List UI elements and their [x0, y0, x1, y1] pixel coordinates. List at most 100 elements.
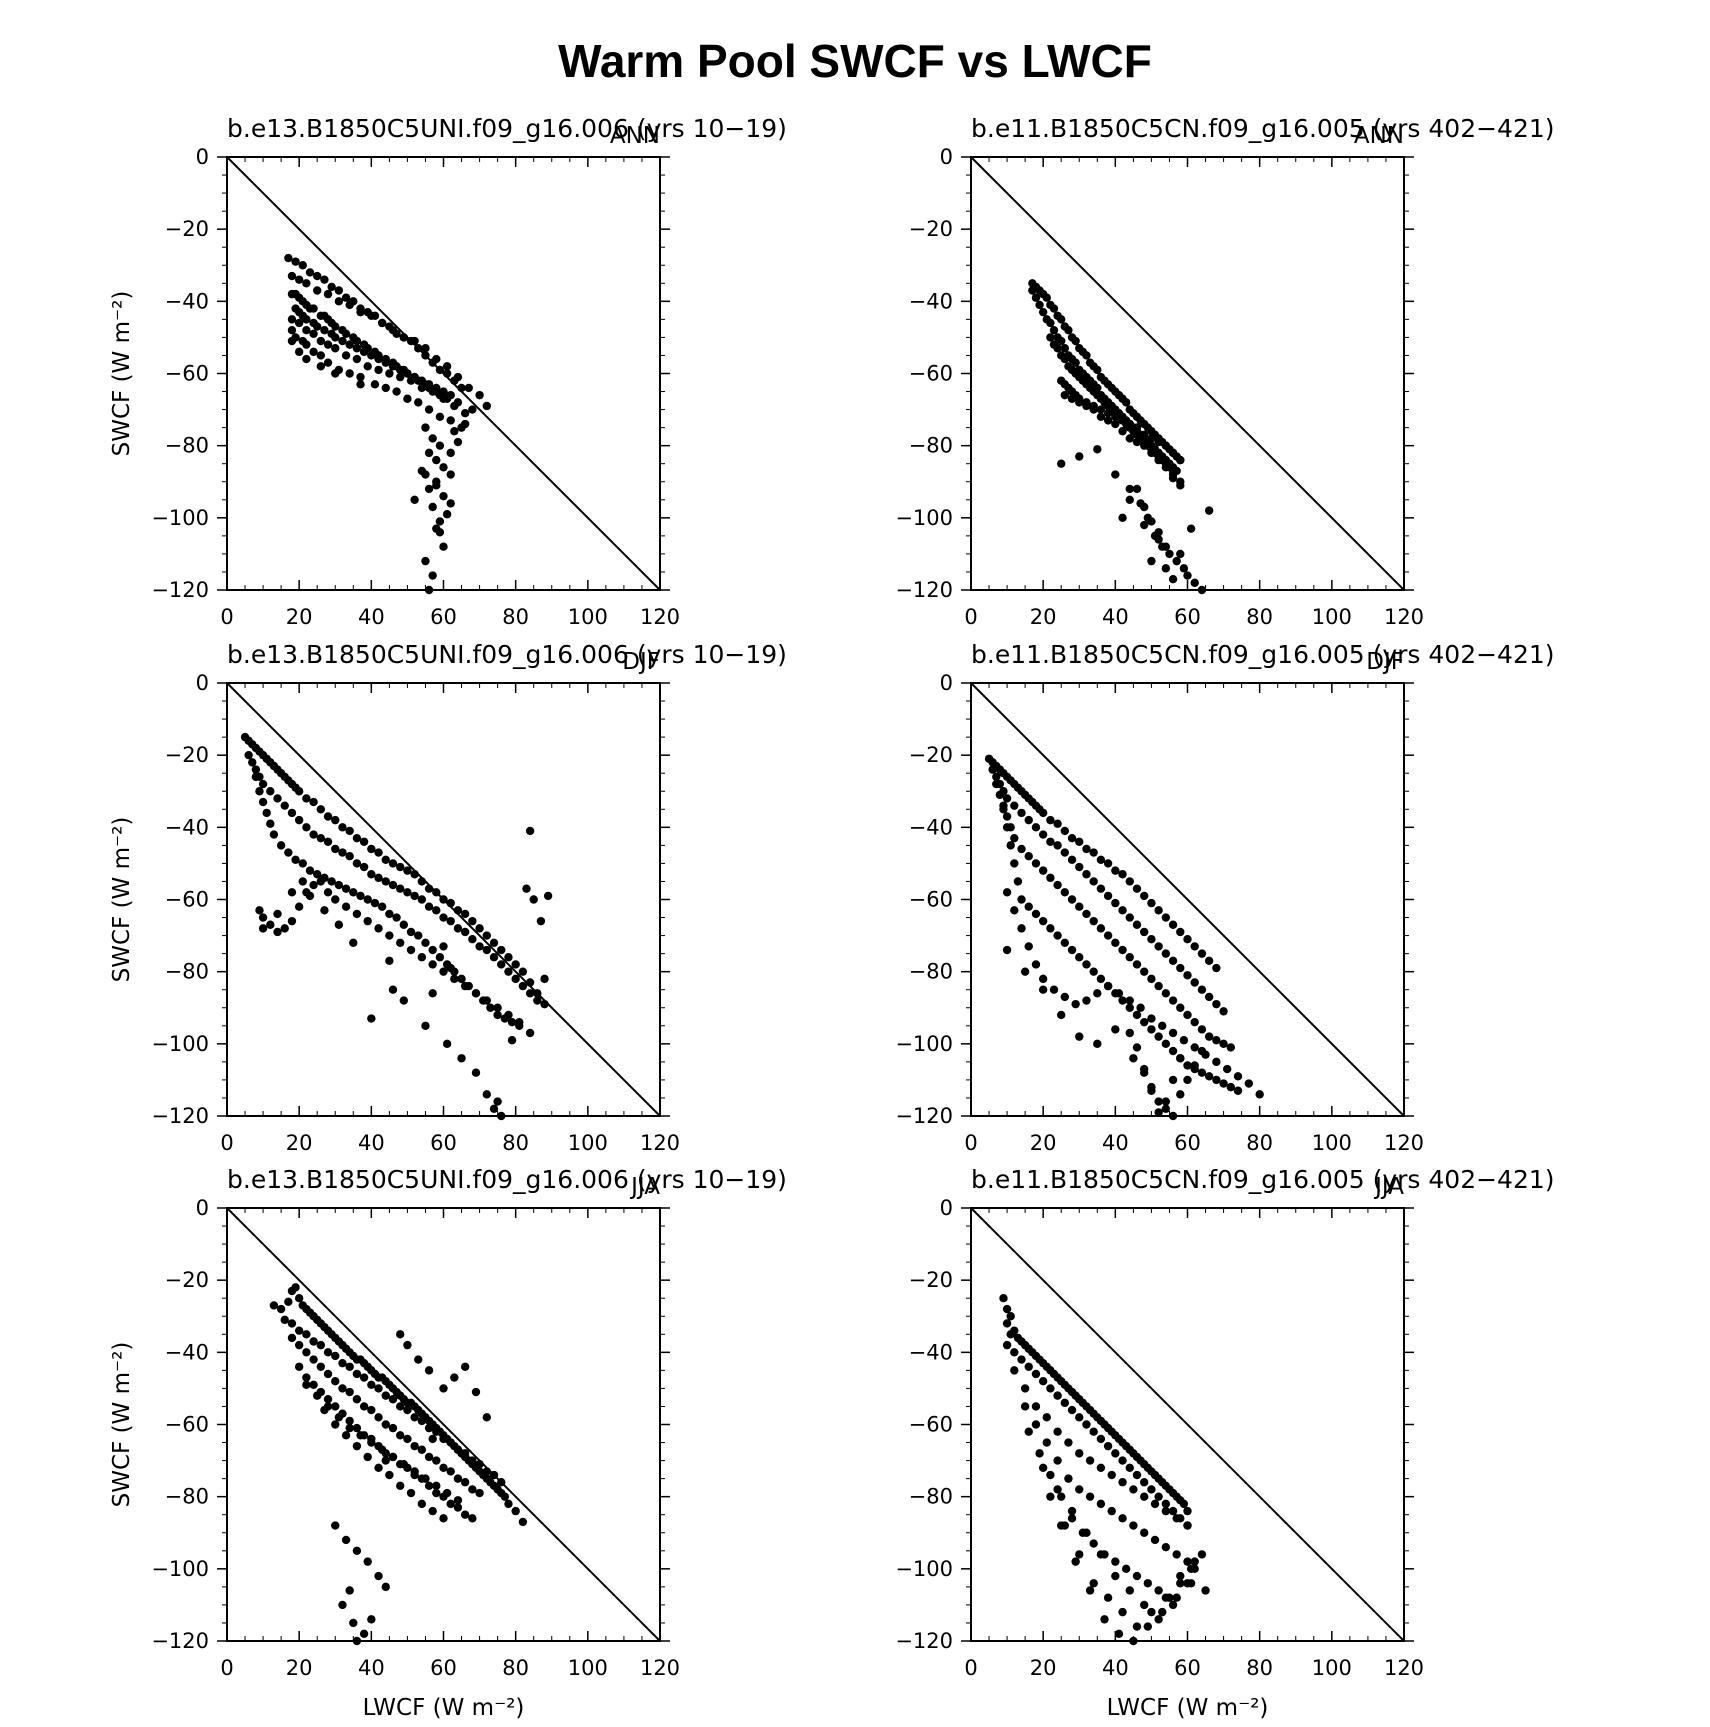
data-point	[287, 326, 297, 335]
data-point	[298, 877, 307, 886]
data-point	[377, 902, 387, 911]
data-point	[417, 1499, 427, 1509]
data-point	[1096, 884, 1106, 893]
y-tick-label: −60	[165, 362, 209, 386]
data-point	[1118, 427, 1127, 436]
data-point	[1114, 1629, 1124, 1638]
data-point	[1168, 1600, 1178, 1610]
data-point	[1176, 927, 1185, 937]
data-point	[1140, 520, 1149, 530]
data-point	[1183, 934, 1192, 944]
data-point	[1002, 888, 1012, 897]
data-point	[1067, 945, 1077, 955]
panel-title: b.e13.B1850C5UNI.f09_g16.006 (yrs 10−19)	[227, 114, 787, 143]
data-point	[320, 326, 329, 335]
data-point	[450, 401, 459, 411]
data-point	[396, 1481, 405, 1491]
season-label: DJF	[1366, 649, 1404, 675]
data-point	[309, 1380, 318, 1390]
data-point	[1176, 481, 1185, 490]
data-point	[1057, 1521, 1066, 1530]
data-point	[1165, 549, 1174, 559]
data-point	[381, 1391, 390, 1400]
data-point	[424, 1366, 434, 1375]
data-point	[1053, 1391, 1062, 1400]
data-point	[504, 1499, 513, 1509]
x-tick-label: 80	[1246, 605, 1273, 629]
x-tick-label: 0	[220, 1656, 233, 1680]
reference-line	[970, 1207, 1405, 1642]
data-point	[367, 870, 376, 879]
panel-title: b.e13.B1850C5UNI.f09_g16.006 (yrs 10−19)	[227, 1165, 787, 1194]
data-point	[1219, 1039, 1228, 1049]
data-point	[1183, 1061, 1192, 1070]
x-tick-label: 80	[502, 605, 529, 629]
data-point	[266, 787, 275, 796]
data-point	[284, 848, 293, 857]
data-point	[421, 344, 430, 353]
season-label: JJA	[629, 1174, 660, 1200]
y-tick-label: 0	[940, 145, 953, 169]
data-point	[1161, 542, 1171, 551]
data-point	[417, 1416, 427, 1426]
data-point	[988, 765, 997, 774]
data-point	[287, 916, 297, 926]
scatter-panel: 0 20 40 60 80 100 120 0 −20 −40 −60 −80 −100 −120 b.e1…	[109, 640, 787, 1155]
data-point	[302, 326, 311, 335]
y-tick-label: −40	[165, 1340, 209, 1364]
data-point	[1226, 1082, 1236, 1092]
data-point	[1035, 1449, 1044, 1458]
data-point	[352, 1546, 362, 1555]
x-tick-label: 60	[1174, 605, 1201, 629]
data-point	[460, 1362, 470, 1371]
data-point	[424, 585, 434, 595]
data-point	[1096, 1499, 1106, 1509]
x-tick-label: 40	[1102, 1656, 1129, 1680]
data-point	[439, 1434, 448, 1444]
data-point	[1118, 996, 1127, 1005]
data-point	[1057, 459, 1066, 468]
x-axis-title: LWCF (W m⁻²)	[363, 1695, 525, 1721]
data-point	[331, 333, 340, 342]
data-point	[536, 916, 546, 926]
data-point	[1017, 808, 1026, 818]
data-point	[399, 333, 409, 342]
data-point	[352, 833, 362, 843]
data-point	[302, 1330, 311, 1339]
y-tick-label: −20	[165, 743, 209, 767]
x-tick-label: 120	[640, 1656, 680, 1680]
data-point	[1060, 344, 1070, 353]
data-point	[1219, 1007, 1228, 1016]
data-point	[992, 779, 1001, 789]
data-point	[1031, 960, 1041, 969]
data-point	[439, 942, 448, 951]
data-point	[302, 1380, 311, 1390]
data-point	[1154, 1492, 1163, 1501]
data-point	[428, 1506, 437, 1516]
data-point	[424, 1481, 434, 1491]
data-point	[1002, 812, 1012, 821]
y-tick-label: −40	[909, 815, 953, 839]
x-tick-label: 0	[964, 1131, 977, 1155]
data-point	[410, 891, 419, 901]
data-point	[367, 1615, 376, 1624]
data-point	[1190, 1017, 1199, 1027]
x-tick-label: 60	[430, 605, 457, 629]
data-point	[1118, 1607, 1127, 1617]
data-point	[1075, 862, 1084, 872]
data-point	[446, 470, 455, 479]
data-point	[1057, 1010, 1066, 1020]
data-point	[1168, 473, 1178, 483]
data-point	[1053, 1427, 1062, 1436]
data-point	[1204, 506, 1214, 515]
data-point	[1154, 455, 1163, 465]
data-point	[255, 787, 264, 796]
data-point	[1233, 1086, 1243, 1095]
data-point	[370, 380, 380, 389]
data-point	[1172, 556, 1181, 566]
data-point	[363, 916, 372, 926]
data-point	[251, 772, 261, 782]
data-point	[1053, 880, 1062, 890]
data-point	[367, 1380, 376, 1390]
data-point	[309, 304, 318, 313]
